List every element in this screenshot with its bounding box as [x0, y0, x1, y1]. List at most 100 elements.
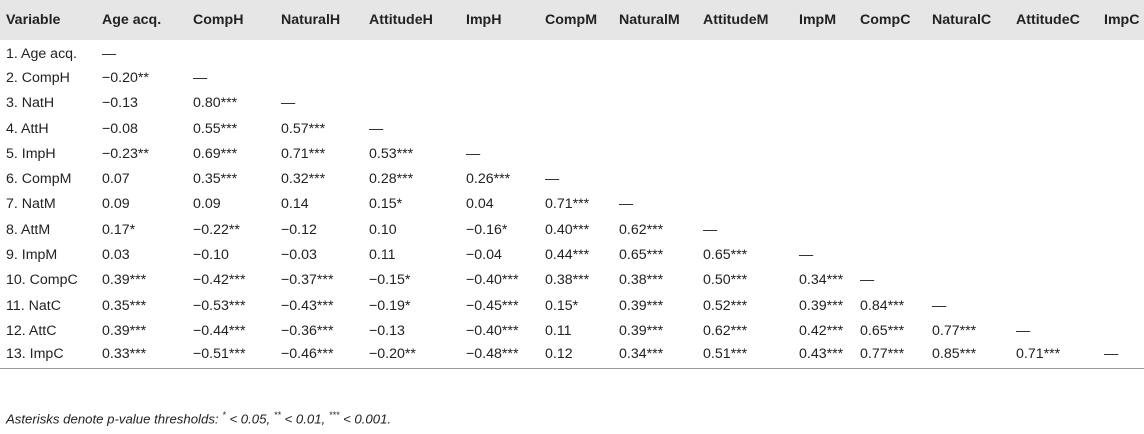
table-cell: 0.65***: [703, 247, 748, 264]
table-cell: −0.40***: [466, 322, 519, 339]
table-cell: [854, 141, 926, 166]
table-row: 9. ImpM 0.03 −0.10 −0.03 0.11 −0.04 0.44*** 0.6…: [0, 242, 1144, 267]
table-cell: 0.38***: [619, 272, 664, 289]
table-cell: −0.20**: [102, 69, 149, 86]
table-cell: 0.07: [102, 171, 130, 188]
table-cell: [1098, 116, 1144, 141]
table-cell: 0.71***: [1016, 345, 1061, 362]
table-cell: [1010, 293, 1098, 318]
row-label: 5. ImpH: [6, 145, 56, 162]
table-cell: [460, 65, 539, 90]
table-cell: −0.36***: [281, 322, 334, 339]
table-cell: 0.53***: [369, 145, 414, 162]
table-cell: [854, 40, 926, 65]
table-cell: [1010, 242, 1098, 267]
table-cell: 0.71***: [545, 196, 590, 213]
table-cell: [1010, 91, 1098, 116]
table-cell: [854, 116, 926, 141]
table-cell: [1098, 141, 1144, 166]
table-cell: 0.35***: [193, 171, 238, 188]
table-cell: [1010, 65, 1098, 90]
table-cell: 0.04: [466, 196, 494, 213]
table-cell: −0.16*: [466, 221, 508, 238]
table-cell: 0.26***: [466, 171, 511, 188]
table-cell: [926, 166, 1010, 191]
table-cell: [1098, 192, 1144, 217]
table-cell: [697, 65, 793, 90]
table-cell: 0.52***: [703, 297, 748, 314]
table-cell: [1098, 91, 1144, 116]
table-cell: 0.33***: [102, 345, 147, 362]
table-cell: 0.32***: [281, 171, 326, 188]
table-cell: −0.45***: [466, 297, 519, 314]
table-cell: [697, 192, 793, 217]
table-cell: 0.62***: [619, 221, 664, 238]
table-cell: −0.10: [193, 247, 229, 264]
table-cell: [539, 116, 613, 141]
table-cell: [1098, 217, 1144, 242]
table-cell: 0.15*: [545, 297, 579, 314]
table-cell: 0.09: [193, 196, 221, 213]
table-cell: —: [619, 196, 634, 213]
table-cell: [613, 141, 697, 166]
table-cell: [793, 141, 854, 166]
table-cell: −0.12: [281, 221, 317, 238]
table-cell: —: [281, 95, 296, 112]
table-cell: 0.50***: [703, 272, 748, 289]
table-cell: [275, 40, 363, 65]
footnote-threshold-1: < 0.05,: [229, 411, 271, 427]
table-cell: 0.09: [102, 196, 130, 213]
table-cell: [793, 91, 854, 116]
table-row: 5. ImpH −0.23** 0.69*** 0.71*** 0.53*** —: [0, 141, 1144, 166]
table-cell: −0.48***: [466, 345, 519, 362]
table-cell: 0.39***: [102, 322, 147, 339]
table-cell: −0.42***: [193, 272, 246, 289]
table-cell: −0.37***: [281, 272, 334, 289]
table-cell: −0.46***: [281, 345, 334, 362]
table-cell: [926, 242, 1010, 267]
table-cell: —: [860, 272, 875, 289]
table-cell: [697, 91, 793, 116]
table-cell: [1010, 141, 1098, 166]
correlation-table: Variable Age acq. CompH NaturalH AttitudeH Im…: [0, 0, 1144, 369]
table-cell: [1010, 116, 1098, 141]
row-label: 6. CompM: [6, 171, 72, 188]
table-cell: —: [1016, 322, 1031, 339]
table-cell: −0.53***: [193, 297, 246, 314]
table-cell: —: [545, 171, 560, 188]
table-cell: 0.84***: [860, 297, 905, 314]
table-cell: [854, 217, 926, 242]
table-cell: 0.71***: [281, 145, 326, 162]
column-header: CompC: [860, 12, 911, 28]
table-cell: −0.40***: [466, 272, 519, 289]
footnote-threshold-3: < 0.001.: [343, 411, 392, 427]
table-cell: [1098, 166, 1144, 191]
table-cell: [1098, 318, 1144, 343]
table-cell: −0.13: [102, 95, 138, 112]
row-label: 1. Age acq.: [6, 46, 77, 63]
table-cell: 0.12: [545, 345, 573, 362]
table-cell: [613, 166, 697, 191]
table-cell: [697, 40, 793, 65]
table-cell: −0.13: [369, 322, 405, 339]
table-cell: [539, 141, 613, 166]
table-row: 6. CompM 0.07 0.35*** 0.32*** 0.28*** 0.26***…: [0, 166, 1144, 191]
table-cell: 0.80***: [193, 95, 238, 112]
footnote-mark-2: **: [273, 410, 281, 420]
row-label: 3. NatH: [6, 95, 55, 112]
table-cell: 0.85***: [932, 345, 977, 362]
table-cell: 0.14: [281, 196, 309, 213]
table-cell: [926, 91, 1010, 116]
table-cell: 0.10: [369, 221, 397, 238]
table-cell: 0.43***: [799, 345, 844, 362]
table-cell: 0.65***: [619, 247, 664, 264]
column-header: AttitudeM: [703, 12, 769, 28]
column-header: CompM: [545, 12, 598, 28]
table-cell: [697, 141, 793, 166]
table-cell: [1010, 268, 1098, 293]
table-cell: [1098, 65, 1144, 90]
table-row: 13. ImpC 0.33*** −0.51*** −0.46*** −0.20** −0…: [0, 344, 1144, 369]
table-cell: 0.11: [369, 247, 396, 264]
table-cell: [613, 116, 697, 141]
table-cell: 0.34***: [619, 345, 664, 362]
